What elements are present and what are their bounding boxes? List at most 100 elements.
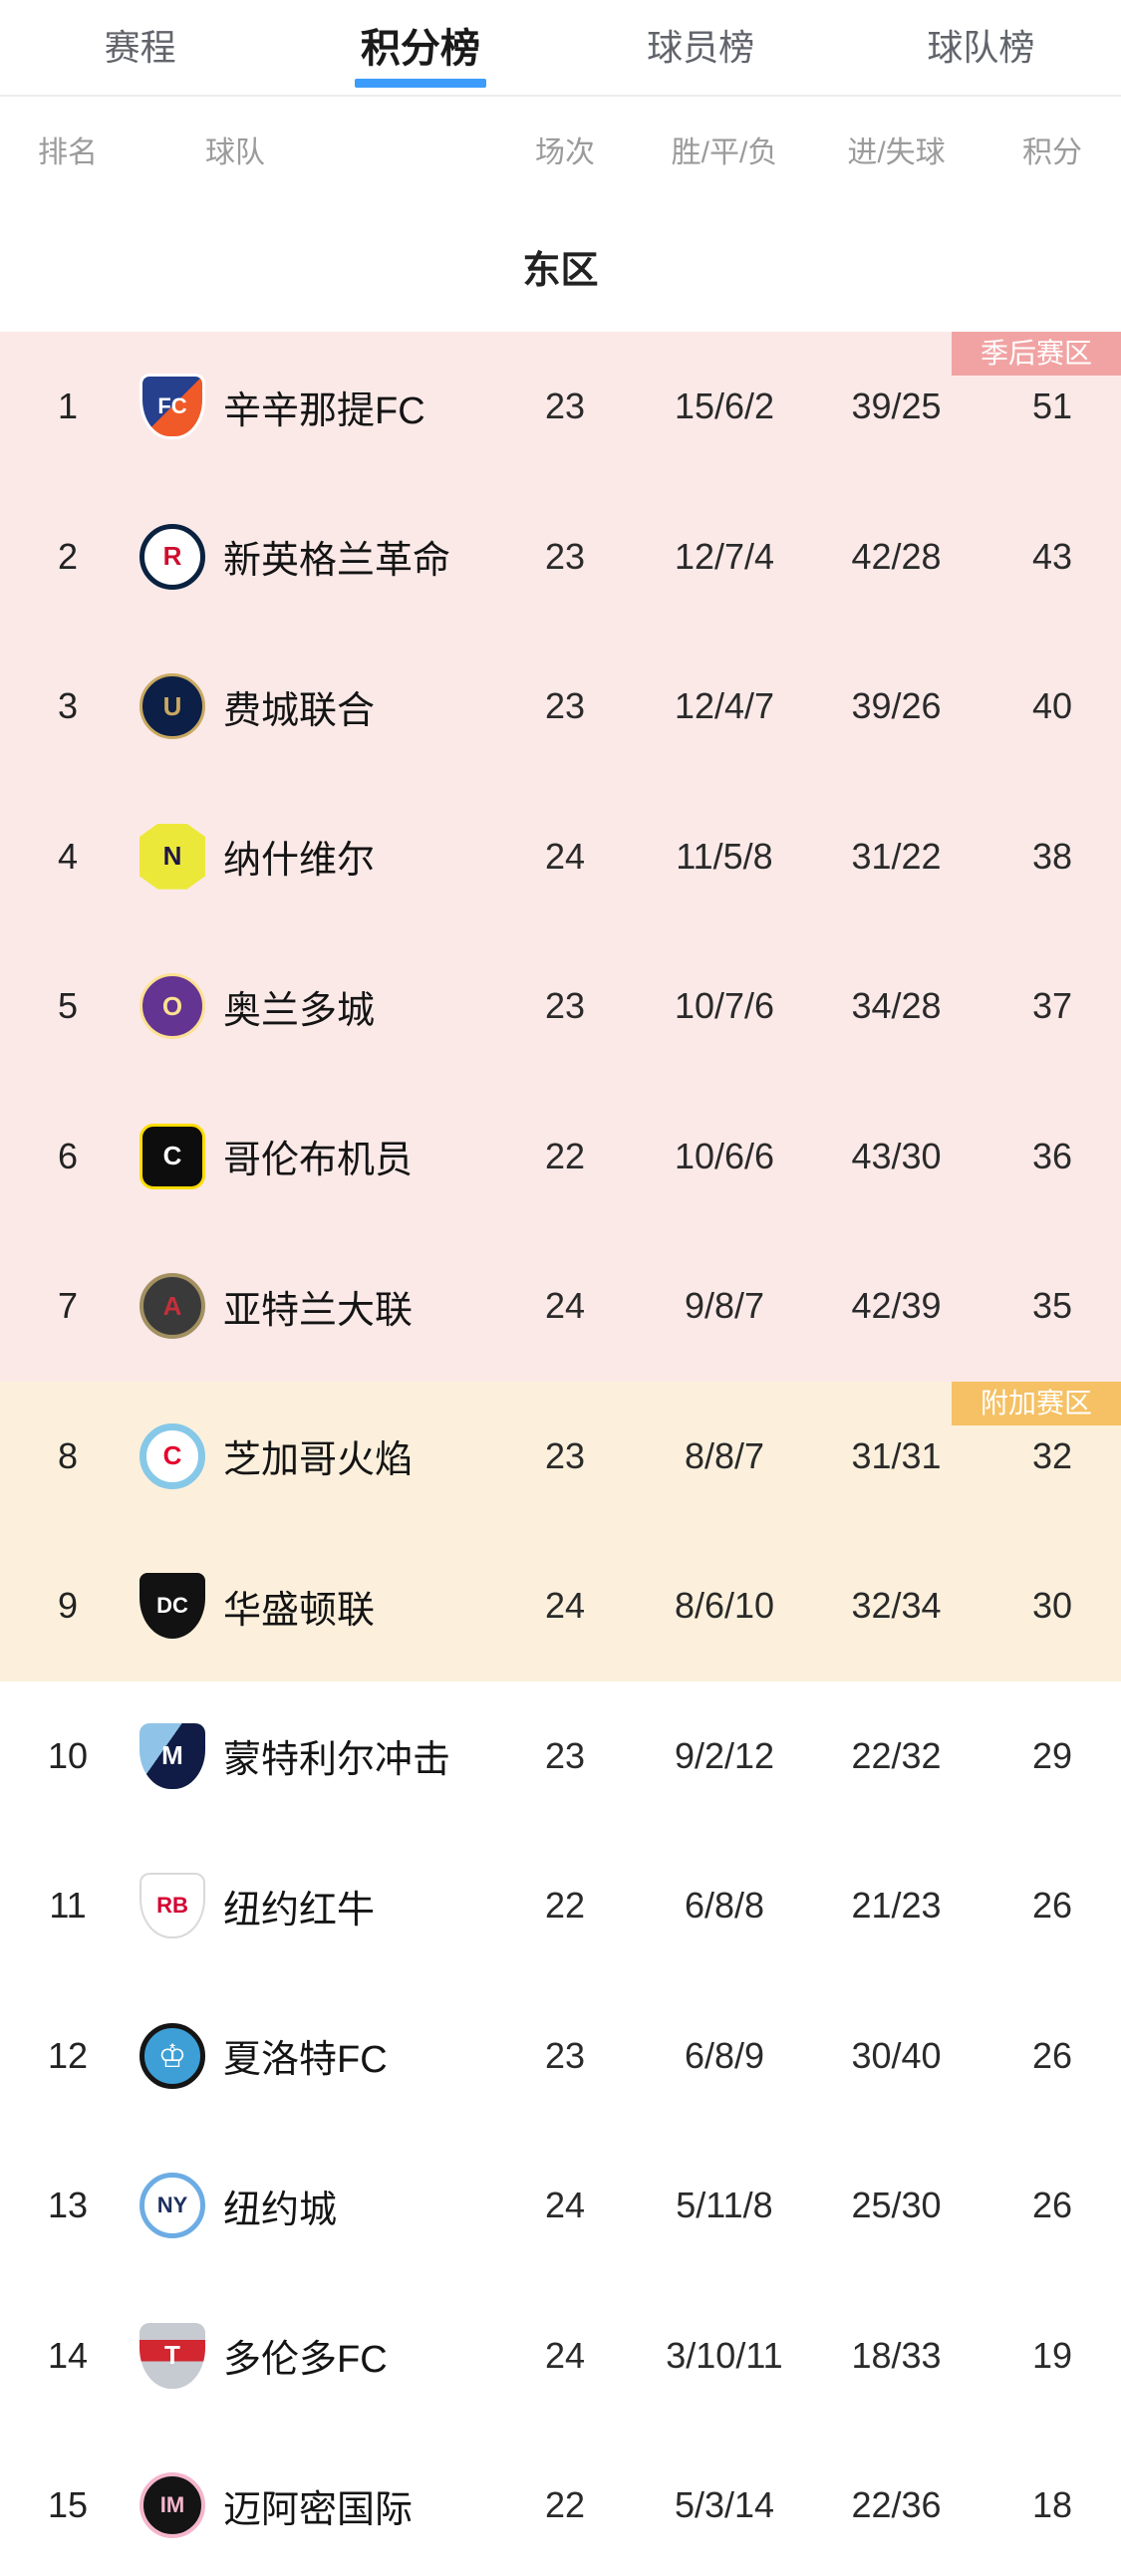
team-logo: C	[140, 1422, 205, 1489]
table-row[interactable]: 1 FC 辛辛那提FC 23 15/6/2 39/25 51	[0, 332, 1121, 482]
team-name: 哥伦布机员	[223, 1140, 414, 1182]
team-points: 32	[1031, 1434, 1073, 1476]
team-name: 纽约城	[223, 2189, 338, 2231]
team-name: 纳什维尔	[223, 840, 376, 883]
team-logo: U	[140, 673, 205, 740]
team-goals: 21/23	[851, 1885, 942, 1927]
team-points: 18	[1031, 2484, 1073, 2526]
team-logo-cell: RB	[136, 1873, 209, 1939]
team-points: 26	[1031, 2034, 1073, 2076]
team-name: 夏洛特FC	[223, 2039, 388, 2082]
team-rank: 2	[57, 535, 79, 577]
team-goals: 31/31	[851, 1434, 942, 1476]
tab-players[interactable]: 球员榜	[647, 26, 755, 68]
team-wdl: 12/4/7	[674, 685, 775, 727]
tab-schedule[interactable]: 赛程	[104, 26, 176, 68]
table-row[interactable]: 10 M 蒙特利尔冲击 23 9/2/12 22/32 29	[0, 1681, 1121, 1832]
team-matches: 24	[544, 1285, 586, 1327]
team-matches: 23	[544, 535, 586, 577]
team-points: 35	[1031, 1285, 1073, 1327]
team-points: 26	[1031, 1885, 1073, 1927]
table-row[interactable]: 14 T 多伦多FC 24 3/10/11 18/33 19	[0, 2281, 1121, 2432]
team-logo-cell: N	[136, 823, 209, 890]
team-logo: IM	[140, 2472, 205, 2539]
team-rank: 8	[57, 1434, 79, 1476]
table-row[interactable]: 8 C 芝加哥火焰 23 8/8/7 31/31 32	[0, 1382, 1121, 1532]
team-wdl: 8/8/7	[684, 1434, 765, 1476]
team-name: 迈阿密国际	[223, 2488, 414, 2531]
header-rank: 排名	[38, 135, 98, 169]
team-logo: T	[140, 2322, 205, 2389]
table-header: 排名 球队 场次 胜/平/负 进/失球 积分	[0, 97, 1121, 201]
team-wdl: 3/10/11	[666, 2334, 783, 2376]
team-name: 费城联合	[223, 689, 376, 732]
team-logo: RB	[140, 1873, 205, 1939]
team-points: 26	[1031, 2185, 1073, 2226]
team-logo-cell: O	[136, 973, 209, 1040]
team-logo: N	[140, 823, 205, 890]
team-name: 纽约红牛	[223, 1889, 376, 1932]
team-matches: 23	[544, 1734, 586, 1776]
table-row[interactable]: 5 O 奥兰多城 23 10/7/6 34/28 37	[0, 931, 1121, 1082]
table-row[interactable]: 13 NY 纽约城 24 5/11/8 25/30 26	[0, 2131, 1121, 2281]
team-wdl: 9/2/12	[674, 1734, 775, 1776]
conference-title: 东区	[0, 201, 1121, 332]
team-logo: NY	[140, 2173, 205, 2239]
team-rank: 14	[47, 2334, 89, 2376]
table-row[interactable]: 3 U 费城联合 23 12/4/7 39/26 40	[0, 632, 1121, 782]
header-points: 积分	[1022, 135, 1082, 169]
team-points: 43	[1031, 535, 1073, 577]
team-goals: 25/30	[851, 2185, 942, 2226]
team-wdl: 8/6/10	[674, 1585, 775, 1627]
table-row[interactable]: 12 ♔ 夏洛特FC 23 6/8/9 30/40 26	[0, 1981, 1121, 2132]
team-points: 36	[1031, 1135, 1073, 1176]
team-rank: 4	[57, 835, 79, 877]
team-goals: 42/39	[851, 1285, 942, 1327]
table-row[interactable]: 15 IM 迈阿密国际 22 5/3/14 22/36 18	[0, 2431, 1121, 2576]
team-goals: 39/25	[851, 386, 942, 427]
team-wdl: 9/8/7	[684, 1285, 765, 1327]
team-logo: DC	[140, 1573, 205, 1640]
team-name: 芝加哥火焰	[223, 1439, 414, 1482]
table-row[interactable]: 9 DC 华盛顿联 24 8/6/10 32/34 30	[0, 1531, 1121, 1681]
table-row[interactable]: 6 C 哥伦布机员 22 10/6/6 43/30 36	[0, 1082, 1121, 1232]
team-logo: R	[140, 523, 205, 590]
team-points: 29	[1031, 1734, 1073, 1776]
team-logo: ♔	[140, 2022, 205, 2089]
team-logo-cell: FC	[136, 374, 209, 440]
team-goals: 34/28	[851, 985, 942, 1027]
team-matches: 23	[544, 386, 586, 427]
header-matches: 场次	[535, 135, 595, 169]
team-rank: 5	[57, 985, 79, 1027]
team-wdl: 10/7/6	[674, 985, 775, 1027]
team-logo: C	[140, 1123, 205, 1189]
team-logo-cell: U	[136, 673, 209, 740]
team-rank: 10	[47, 1734, 89, 1776]
team-goals: 31/22	[851, 835, 942, 877]
table-row[interactable]: 7 A 亚特兰大联 24 9/8/7 42/39 35	[0, 1231, 1121, 1382]
team-rank: 13	[47, 2185, 89, 2226]
team-wdl: 12/7/4	[674, 535, 775, 577]
team-goals: 22/36	[851, 2484, 942, 2526]
zone-playoff: 季后赛区 1 FC 辛辛那提FC 23 15/6/2 39/25 51 2 R …	[0, 332, 1121, 1382]
team-rank: 15	[47, 2484, 89, 2526]
team-matches: 24	[544, 835, 586, 877]
team-logo-cell: C	[136, 1123, 209, 1189]
tab-standings[interactable]: 积分榜	[280, 16, 560, 88]
table-row[interactable]: 4 N 纳什维尔 24 11/5/8 31/22 38	[0, 782, 1121, 932]
team-matches: 23	[544, 985, 586, 1027]
header-team: 球队	[205, 135, 265, 169]
team-wdl: 6/8/8	[684, 1885, 765, 1927]
team-matches: 24	[544, 2334, 586, 2376]
team-points: 19	[1031, 2334, 1073, 2376]
team-logo-cell: A	[136, 1273, 209, 1340]
team-rank: 12	[47, 2034, 89, 2076]
team-logo-cell: R	[136, 523, 209, 590]
tab-teams[interactable]: 球队榜	[927, 26, 1035, 68]
table-row[interactable]: 11 RB 纽约红牛 22 6/8/8 21/23 26	[0, 1831, 1121, 1981]
team-logo: A	[140, 1273, 205, 1340]
table-row[interactable]: 2 R 新英格兰革命 23 12/7/4 42/28 43	[0, 482, 1121, 633]
team-goals: 43/30	[851, 1135, 942, 1176]
team-points: 51	[1031, 386, 1073, 427]
